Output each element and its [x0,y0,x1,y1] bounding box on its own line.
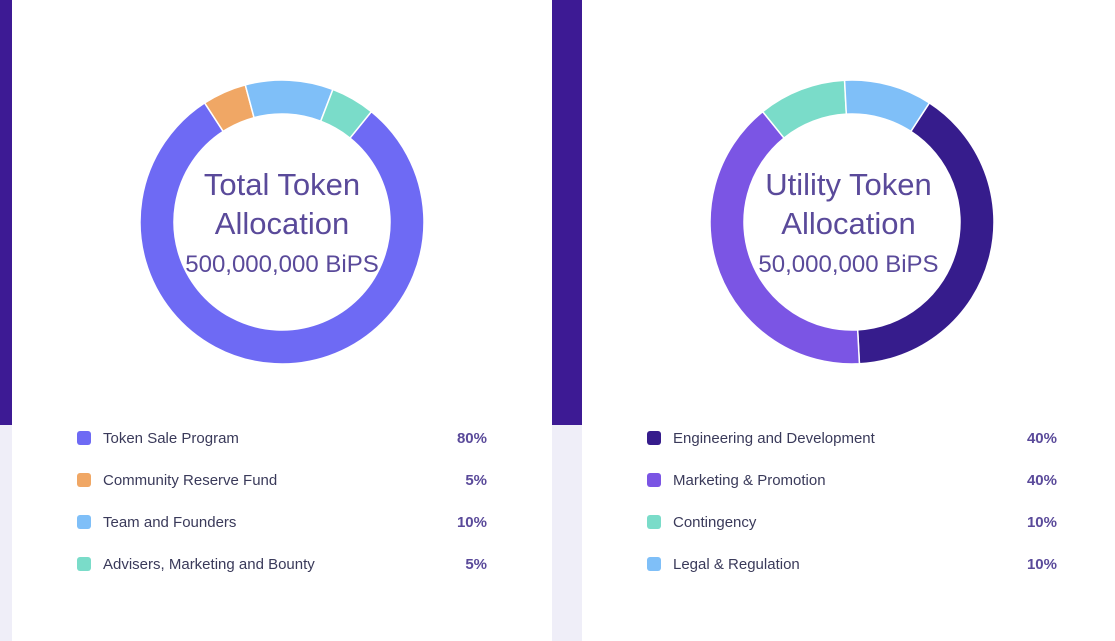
total-supply: 500,000,000 BiPS [185,251,379,278]
utility-allocation-donut [709,79,995,365]
legend-label: Contingency [673,514,757,531]
legend-label: Team and Founders [103,514,237,531]
legend-percent: 5% [465,472,487,489]
legend: Engineering and Development 40% Marketing … [647,429,1057,597]
legend-label: Legal & Regulation [673,556,800,573]
legend-swatch [77,431,91,445]
legend-label: Community Reserve Fund [103,472,278,489]
legend-swatch [647,515,661,529]
chart-title-line2: Allocation [214,206,350,241]
legend-swatch [647,431,661,445]
legend-item: Legal & Regulation 10% [647,555,1057,597]
chart-title: Total Token Allocation [12,165,552,243]
legend-label: Token Sale Program [103,430,239,447]
legend-item: Contingency 10% [647,513,1057,555]
chart-title-line2: Allocation [781,206,916,241]
total-supply: 50,000,000 BiPS [758,251,939,278]
legend-swatch [77,515,91,529]
legend-label: Advisers, Marketing and Bounty [103,556,315,573]
legend-percent: 40% [1026,472,1057,489]
legend-swatch [647,557,661,571]
legend: Token Sale Program 80% Community Reserve F… [77,429,487,597]
legend-label: Engineering and Development [673,430,875,447]
legend-percent: 80% [456,430,487,447]
donut-slice-4[interactable] [843,79,931,133]
legend-item: Engineering and Development 40% [647,429,1057,471]
total-allocation-donut [139,79,425,365]
legend-item: Marketing & Promotion 40% [647,471,1057,513]
legend-percent: 10% [1026,514,1057,531]
legend-item: Token Sale Program 80% [77,429,487,471]
donut-slice-3[interactable] [244,79,334,123]
legend-label: Marketing & Promotion [673,472,826,489]
legend-percent: 10% [1026,556,1057,573]
legend-swatch [77,557,91,571]
total-token-allocation-card: Total Token Allocation 500,000,000 BiPS … [12,0,552,641]
legend-item: Team and Founders 10% [77,513,487,555]
donut-slice-1[interactable] [139,101,425,365]
chart-title: Utility Token Allocation [582,165,1115,243]
legend-percent: 5% [465,556,487,573]
utility-token-allocation-card: Utility Token Allocation 50,000,000 BiPS… [582,0,1115,641]
legend-swatch [647,473,661,487]
legend-swatch [77,473,91,487]
legend-item: Community Reserve Fund 5% [77,471,487,513]
donut-slice-4[interactable] [319,88,373,140]
legend-percent: 10% [456,514,487,531]
legend-percent: 40% [1026,430,1057,447]
chart-title-line1: Total Token [203,167,361,202]
chart-title-line1: Utility Token [765,167,932,202]
legend-item: Advisers, Marketing and Bounty 5% [77,555,487,597]
